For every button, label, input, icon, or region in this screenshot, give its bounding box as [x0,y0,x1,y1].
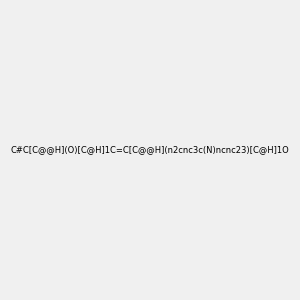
Text: C#C[C@@H](O)[C@H]1C=C[C@@H](n2cnc3c(N)ncnc23)[C@H]1O: C#C[C@@H](O)[C@H]1C=C[C@@H](n2cnc3c(N)nc… [11,146,290,154]
